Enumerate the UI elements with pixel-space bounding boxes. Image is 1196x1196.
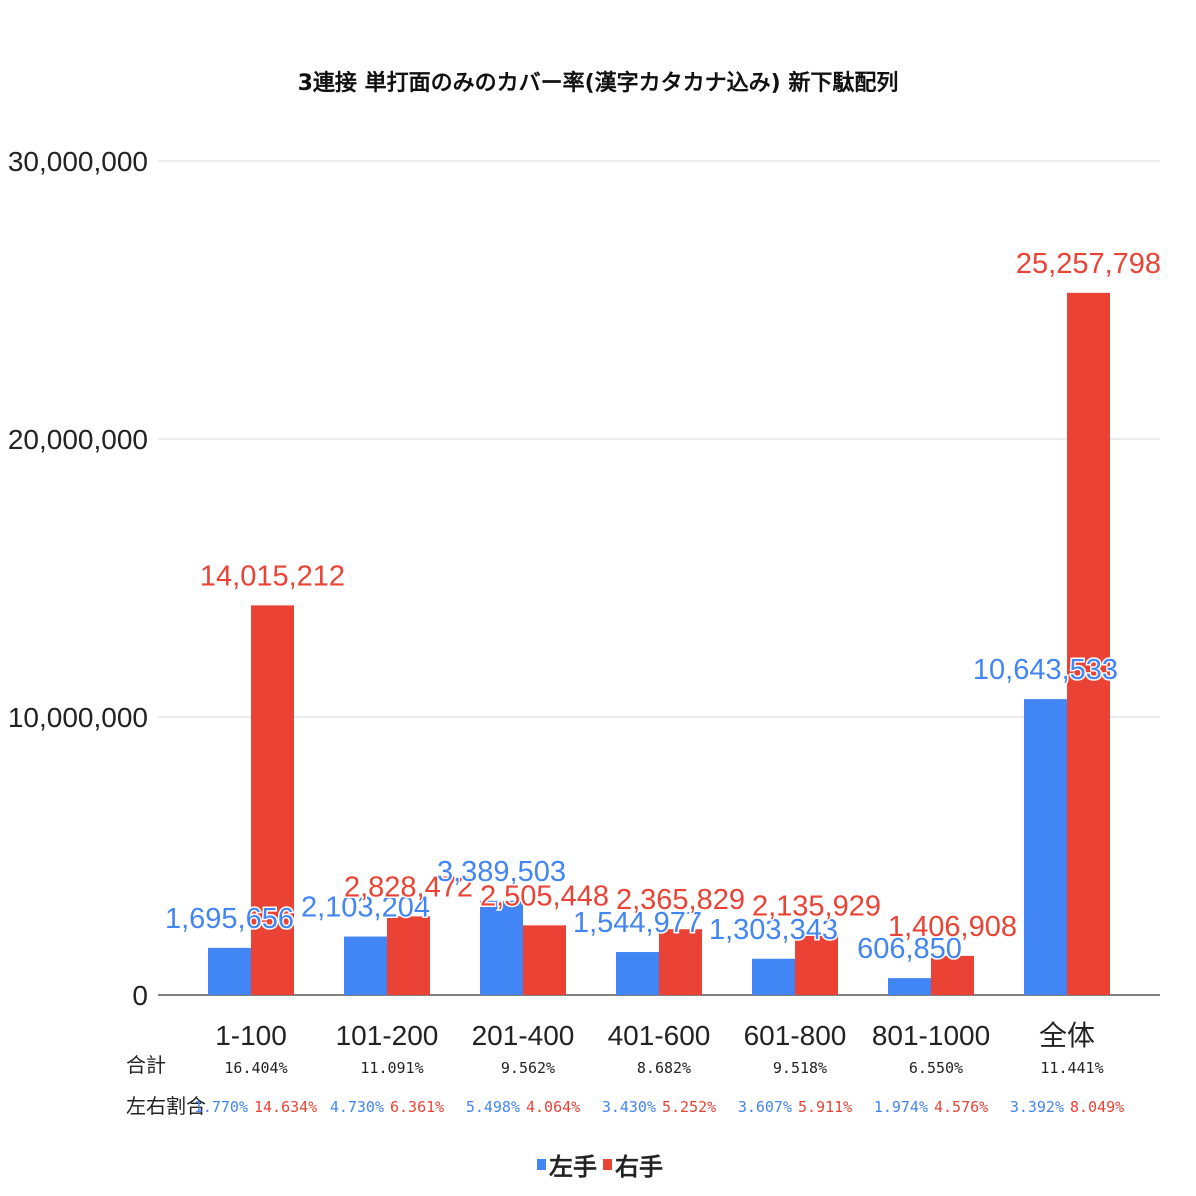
total-pct-全体: 11.441% [1040,1059,1103,1077]
left-ratio-101-200: 4.730% [330,1098,384,1116]
bar-right-1-100 [251,605,294,995]
right-ratio-全体: 8.049% [1070,1098,1124,1116]
x-tick-label: 1-100 [215,1020,287,1051]
bar-left-101-200 [344,936,387,995]
right-ratio-101-200: 6.361% [390,1098,444,1116]
right-ratio-601-800: 5.911% [798,1098,852,1116]
data-label-left-全体: 10,643,533 [973,654,1118,686]
data-label-right-201-400: 2,505,448 [480,880,609,912]
y-tick-label: 0 [132,980,148,1011]
bar-right-601-800 [795,935,838,995]
bar-left-1-100 [208,947,251,995]
data-label-left-1-100: 1,695,656 [165,903,294,935]
bar-left-401-600 [616,952,659,995]
bar-left-201-400 [480,900,523,995]
data-label-left-401-600: 1,544,977 [573,907,702,939]
legend-label-right: 右手 [615,1153,663,1181]
data-label-left-201-400: 3,389,503 [437,856,566,888]
bars [208,292,1110,995]
bar-left-601-800 [752,958,795,995]
legend: 左手 右手 [537,1153,663,1181]
y-axis-ticks: 0 10,000,000 20,000,000 30,000,000 [8,146,148,1011]
x-tick-label: 801-1000 [872,1020,990,1051]
legend-swatch-left [537,1159,546,1170]
total-pct-201-400: 9.562% [501,1059,555,1077]
bar-right-401-600 [659,929,702,995]
left-ratio-601-800: 3.607% [738,1098,792,1116]
x-tick-label: 201-400 [472,1020,575,1051]
left-ratio-401-600: 3.430% [602,1098,656,1116]
right-ratio-201-400: 4.064% [526,1098,580,1116]
y-tick-label: 20,000,000 [8,424,148,455]
data-label-right-401-600: 2,365,829 [616,884,745,916]
total-pct-401-600: 8.682% [637,1059,691,1077]
y-tick-label: 30,000,000 [8,146,148,177]
right-ratio-401-600: 5.252% [662,1098,716,1116]
data-label-right-全体: 25,257,798 [1016,248,1161,280]
data-label-right-101-200: 2,828,472 [344,871,473,903]
bar-left-全体 [1024,699,1067,995]
legend-swatch-right [603,1159,612,1170]
chart-title: 3連接 単打面のみのカバー率(漢字カタカナ込み) 新下駄配列 [298,70,899,96]
x-tick-label: 601-800 [744,1020,847,1051]
x-tick-label: 全体 [1039,1020,1095,1051]
x-tick-label: 101-200 [336,1020,439,1051]
data-label-right-601-800: 2,135,929 [752,891,881,923]
legend-label-left: 左手 [549,1153,597,1181]
bar-right-全体 [1067,292,1110,995]
bar-left-801-1000 [888,978,931,995]
total-pct-601-800: 9.518% [773,1059,827,1077]
bar-right-101-200 [387,916,430,995]
total-pct-1-100: 16.404% [224,1059,287,1077]
data-label-left-601-800: 1,303,343 [709,914,838,946]
data-label-right-1-100: 14,015,212 [200,560,345,592]
data-label-right-801-1000: 1,406,908 [888,911,1017,943]
left-ratio-801-1000: 1.974% [874,1098,928,1116]
total-pct-101-200: 11.091% [360,1059,423,1077]
left-ratio-201-400: 5.498% [466,1098,520,1116]
total-pct-801-1000: 6.550% [909,1059,963,1077]
summary-table: 合計 左右割合 16.404% 1.770% 14.634% 11.091% 4.730… [126,1053,1124,1118]
right-ratio-1-100: 14.634% [254,1098,317,1116]
left-ratio-1-100: 1.770% [194,1098,248,1116]
left-ratio-全体: 3.392% [1010,1098,1064,1116]
bar-right-201-400 [523,925,566,995]
data-label-left-101-200: 2,103,204 [301,892,430,924]
total-row-label: 合計 [126,1053,166,1077]
y-tick-label: 10,000,000 [8,702,148,733]
x-tick-label: 401-600 [608,1020,711,1051]
data-label-left-801-1000: 606,850 [857,933,962,965]
bar-right-801-1000 [931,955,974,995]
right-ratio-801-1000: 4.576% [934,1098,988,1116]
x-axis-ticks: 1-100 101-200 201-400 401-600 601-800 801-100… [215,1020,1095,1051]
data-labels: 1,695,656 14,015,212 2,103,2042,828,4723,3… [163,246,1162,966]
ratio-row-label: 左右割合 [126,1094,206,1118]
